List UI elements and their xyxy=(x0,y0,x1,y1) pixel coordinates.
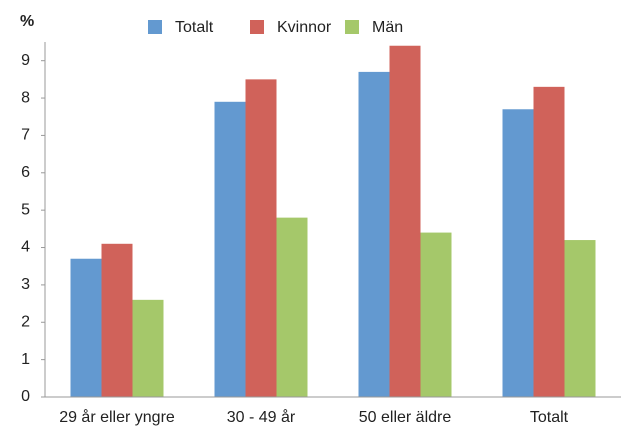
bar xyxy=(70,258,102,397)
x-tick-label: 29 år eller yngre xyxy=(59,408,175,426)
bar xyxy=(358,71,390,397)
bar xyxy=(564,240,596,397)
legend-swatch xyxy=(250,20,264,34)
x-tick-label: 30 - 49 år xyxy=(227,408,296,426)
y-tick-label: 1 xyxy=(21,351,30,368)
bar xyxy=(214,101,246,397)
legend-label: Kvinnor xyxy=(277,19,332,36)
bar xyxy=(245,79,277,398)
y-tick-label: 7 xyxy=(21,127,30,144)
bar xyxy=(101,243,133,397)
y-tick-label: 8 xyxy=(21,89,30,106)
y-tick-label: 3 xyxy=(21,276,30,293)
bar xyxy=(132,299,164,397)
bar xyxy=(276,217,308,397)
x-tick-label: Totalt xyxy=(530,409,569,426)
y-tick-label: 6 xyxy=(21,164,30,181)
y-axis-label: % xyxy=(20,13,34,30)
y-tick-label: 2 xyxy=(21,313,30,330)
legend-label: Män xyxy=(372,19,403,36)
y-tick-label: 5 xyxy=(21,201,30,218)
legend-swatch xyxy=(148,20,162,34)
bar xyxy=(420,232,452,397)
y-tick-label: 9 xyxy=(21,52,30,69)
y-tick-label: 0 xyxy=(21,388,30,405)
bar xyxy=(502,109,534,398)
y-tick-label: 4 xyxy=(21,239,30,256)
legend-label: Totalt xyxy=(175,19,214,36)
bar xyxy=(389,45,421,397)
bar xyxy=(533,86,565,397)
x-tick-label: 50 eller äldre xyxy=(359,409,452,426)
legend-swatch xyxy=(345,20,359,34)
